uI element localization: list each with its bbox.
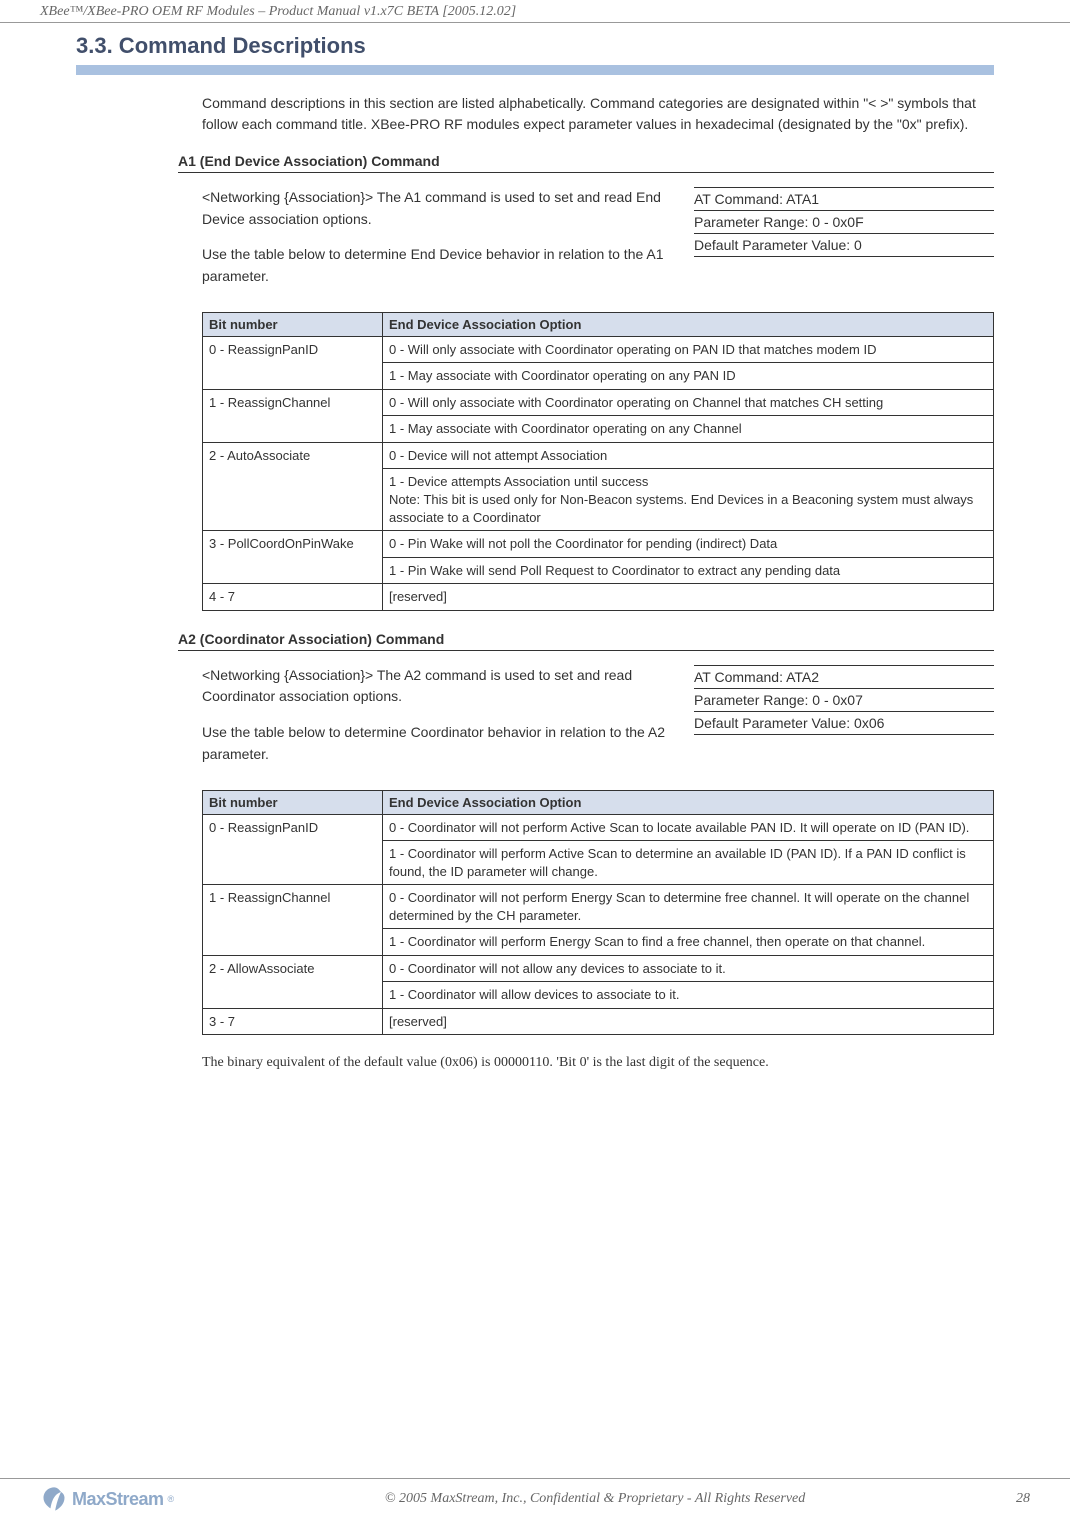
a2-bit0-o2: 1 - Coordinator will perform Active Scan… [383, 841, 994, 885]
a2-bit1-o2: 1 - Coordinator will perform Energy Scan… [383, 929, 994, 956]
a1-bit0-o2: 1 - May associate with Coordinator opera… [383, 363, 994, 390]
a2-bit0: 0 - ReassignPanID [203, 814, 383, 885]
a2-param-range: Parameter Range: 0 - 0x07 [694, 689, 994, 712]
a2-bit2-o2: 1 - Coordinator will allow devices to as… [383, 982, 994, 1009]
a2-heading: A2 (Coordinator Association) Command [178, 631, 994, 651]
logo-icon [40, 1485, 68, 1513]
a1-at-command: AT Command: ATA1 [694, 187, 994, 211]
page-header: XBee™/XBee-PRO OEM RF Modules – Product … [0, 0, 1070, 23]
logo-text: MaxStream [72, 1489, 164, 1510]
a1-table: Bit number End Device Association Option… [202, 312, 994, 611]
a1-bit2-o2: 1 - Device attempts Association until su… [383, 469, 994, 531]
a1-bit1-o1: 0 - Will only associate with Coordinator… [383, 389, 994, 416]
a2-desc1: <Networking {Association}> The A2 comman… [202, 665, 670, 708]
a2-bit1: 1 - ReassignChannel [203, 885, 383, 956]
a2-table: Bit number End Device Association Option… [202, 790, 994, 1036]
a1-param-range: Parameter Range: 0 - 0x0F [694, 211, 994, 234]
a2-bit3: 3 - 7 [203, 1008, 383, 1035]
section-title: 3.3. Command Descriptions [76, 33, 994, 75]
a1-bit3-o1: 0 - Pin Wake will not poll the Coordinat… [383, 531, 994, 558]
a2-bit2-o1: 0 - Coordinator will not allow any devic… [383, 955, 994, 982]
a1-bit3: 3 - PollCoordOnPinWake [203, 531, 383, 584]
page-footer: MaxStream ® © 2005 MaxStream, Inc., Confi… [0, 1478, 1070, 1513]
binary-note: The binary equivalent of the default val… [202, 1055, 994, 1071]
a2-col-option: End Device Association Option [383, 790, 994, 814]
registered-icon: ® [168, 1494, 175, 1504]
a1-bit4-o1: [reserved] [383, 584, 994, 611]
a2-col-bit: Bit number [203, 790, 383, 814]
a1-col-option: End Device Association Option [383, 312, 994, 336]
a2-bit2: 2 - AllowAssociate [203, 955, 383, 1008]
a2-at-command: AT Command: ATA2 [694, 665, 994, 689]
a1-bit1: 1 - ReassignChannel [203, 389, 383, 442]
a1-bit0-o1: 0 - Will only associate with Coordinator… [383, 336, 994, 363]
a1-bit1-o2: 1 - May associate with Coordinator opera… [383, 416, 994, 443]
a1-desc2: Use the table below to determine End Dev… [202, 244, 670, 287]
intro-paragraph: Command descriptions in this section are… [202, 93, 994, 135]
a1-col-bit: Bit number [203, 312, 383, 336]
a1-bit4: 4 - 7 [203, 584, 383, 611]
a2-desc2: Use the table below to determine Coordin… [202, 722, 670, 765]
footer-copyright: © 2005 MaxStream, Inc., Confidential & P… [174, 1491, 1016, 1507]
a2-bit3-o1: [reserved] [383, 1008, 994, 1035]
a1-desc1: <Networking {Association}> The A1 comman… [202, 187, 670, 230]
page-number: 28 [1016, 1491, 1030, 1507]
maxstream-logo: MaxStream ® [40, 1485, 174, 1513]
a1-default-value: Default Parameter Value: 0 [694, 234, 994, 257]
a1-bit2-o1: 0 - Device will not attempt Association [383, 442, 994, 469]
a1-heading: A1 (End Device Association) Command [178, 153, 994, 173]
a2-default-value: Default Parameter Value: 0x06 [694, 712, 994, 735]
a1-bit0: 0 - ReassignPanID [203, 336, 383, 389]
a2-bit1-o1: 0 - Coordinator will not perform Energy … [383, 885, 994, 929]
a1-bit3-o2: 1 - Pin Wake will send Poll Request to C… [383, 557, 994, 584]
a1-bit2: 2 - AutoAssociate [203, 442, 383, 530]
a2-bit0-o1: 0 - Coordinator will not perform Active … [383, 814, 994, 841]
